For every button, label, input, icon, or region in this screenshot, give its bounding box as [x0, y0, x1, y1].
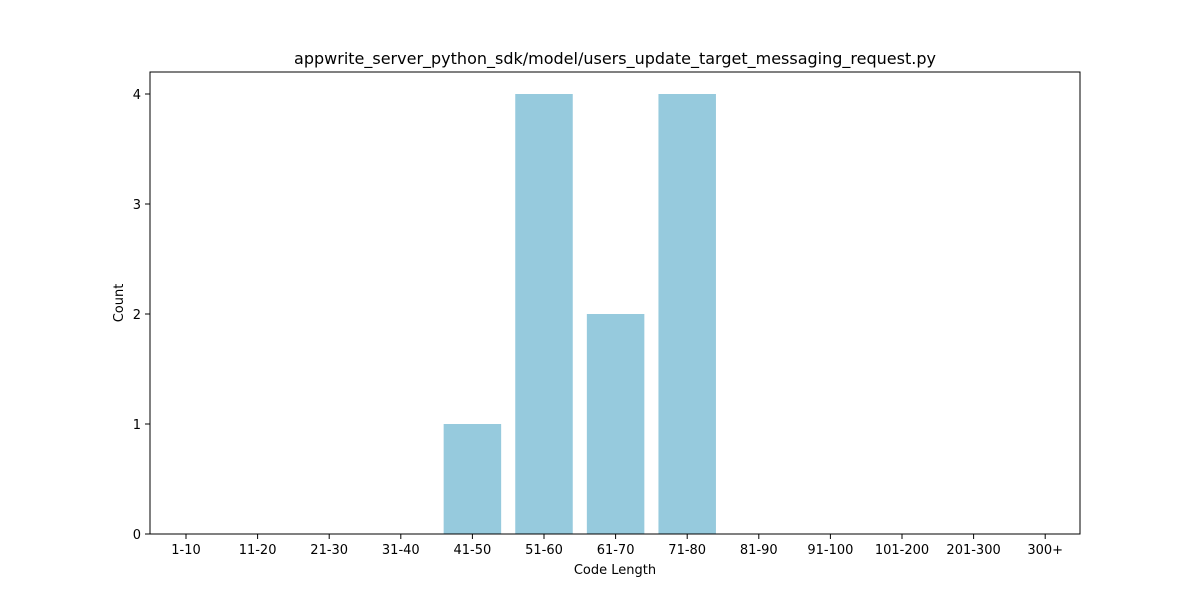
bar-71-80 [658, 94, 716, 534]
x-tick-label: 71-80 [668, 543, 706, 558]
x-tick-label: 1-10 [171, 543, 201, 558]
x-tick-label: 41-50 [454, 543, 492, 558]
plot-frame [149, 71, 1081, 535]
x-tick-label: 61-70 [597, 543, 635, 558]
x-tick-label: 81-90 [740, 543, 778, 558]
y-tick-label: 1 [133, 418, 141, 433]
bar-61-70 [586, 314, 645, 534]
x-tick-label: 11-20 [239, 543, 277, 558]
chart-title: appwrite_server_python_sdk/model/users_u… [294, 49, 936, 69]
bar-51-60 [515, 94, 573, 534]
x-tick-label: 91-100 [807, 543, 853, 558]
x-axis: 1-10 11-20 21-30 31-40 41-50 51-60 61-70 71-80 8… [171, 534, 1063, 558]
y-tick-label: 3 [133, 198, 141, 213]
bars-group [443, 94, 716, 534]
y-tick-label: 0 [133, 528, 141, 543]
bar-41-50 [443, 424, 502, 534]
x-tick-label: 31-40 [382, 543, 420, 558]
x-axis-label: Code Length [574, 563, 656, 578]
x-tick-label: 201-300 [946, 543, 1000, 558]
x-tick-label: 300+ [1027, 543, 1063, 558]
y-axis: 0 1 2 3 4 [133, 88, 150, 543]
x-tick-label: 101-200 [875, 543, 929, 558]
x-tick-label: 51-60 [525, 543, 563, 558]
y-tick-label: 2 [133, 308, 141, 323]
y-axis-label: Count [112, 284, 127, 323]
y-tick-label: 4 [133, 88, 141, 103]
x-tick-label: 21-30 [310, 543, 348, 558]
